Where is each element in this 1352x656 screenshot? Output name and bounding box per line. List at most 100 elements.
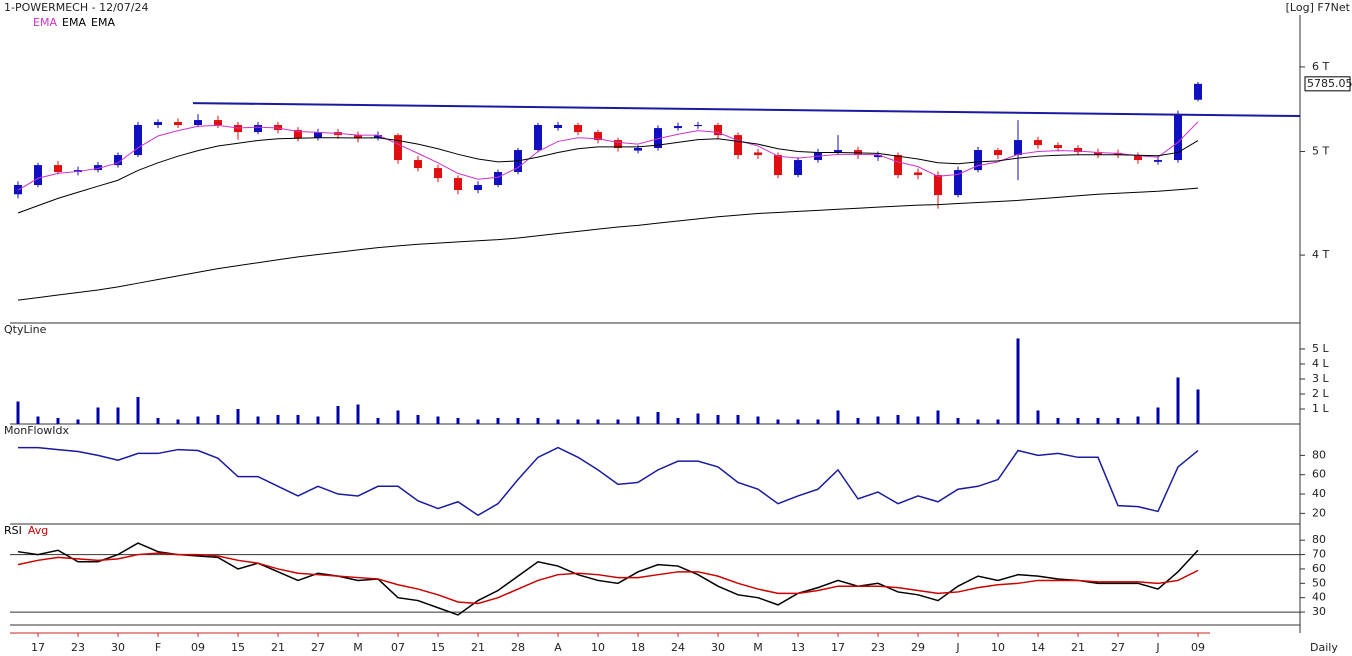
indicator-line bbox=[18, 446, 1199, 517]
volume-bar bbox=[476, 419, 480, 424]
candle-body bbox=[1134, 155, 1142, 161]
candle-body bbox=[1094, 152, 1102, 156]
volume-bar bbox=[736, 414, 740, 424]
candle-body bbox=[374, 135, 382, 139]
volume-bar bbox=[916, 416, 920, 424]
y-tick-label: 50 bbox=[1312, 576, 1326, 589]
candle-body bbox=[414, 160, 422, 169]
ema-line bbox=[17, 121, 1199, 191]
x-tick-label: 23 bbox=[71, 641, 85, 654]
candle-body bbox=[534, 125, 542, 151]
x-tick-label: 23 bbox=[871, 641, 885, 654]
y-tick-label: 30 bbox=[1312, 605, 1326, 618]
candle-body bbox=[1034, 140, 1042, 146]
candle-body bbox=[974, 150, 982, 171]
volume-bar bbox=[1156, 407, 1160, 424]
volume-bar bbox=[116, 407, 120, 424]
candle-body bbox=[214, 120, 222, 126]
x-tick-label: 10 bbox=[991, 641, 1005, 654]
candle-body bbox=[1054, 145, 1062, 149]
volume-bar bbox=[616, 419, 620, 424]
candle-body bbox=[254, 125, 262, 133]
x-tick-label: A bbox=[554, 641, 562, 654]
trendline bbox=[192, 102, 1301, 118]
candle-body bbox=[154, 122, 162, 126]
y-tick-label: 4 T bbox=[1312, 248, 1329, 261]
volume-bar bbox=[436, 416, 440, 424]
candle-body bbox=[234, 125, 242, 133]
y-tick-label: 40 bbox=[1312, 487, 1326, 500]
volume-bar bbox=[656, 411, 660, 424]
volume-bar bbox=[356, 404, 360, 424]
candle-body bbox=[874, 155, 882, 158]
candle-body bbox=[174, 122, 182, 126]
x-tick-label: 29 bbox=[911, 641, 925, 654]
volume-bar bbox=[1136, 416, 1140, 424]
volume-bar bbox=[976, 419, 980, 424]
volume-bar bbox=[796, 419, 800, 424]
panel-title: QtyLine bbox=[4, 323, 47, 336]
volume-bar bbox=[216, 414, 220, 424]
period-label: Daily bbox=[1310, 641, 1338, 654]
volume-bar bbox=[896, 414, 900, 424]
candle-body bbox=[134, 125, 142, 156]
x-tick-label: 07 bbox=[391, 641, 405, 654]
y-tick-label: 40 bbox=[1312, 591, 1326, 604]
legend-label: Avg bbox=[28, 524, 48, 537]
candle-body bbox=[474, 185, 482, 191]
candle-body bbox=[554, 125, 562, 128]
volume-bar bbox=[1056, 417, 1060, 424]
volume-bar bbox=[1096, 417, 1100, 424]
x-tick-label: 10 bbox=[591, 641, 605, 654]
x-tick-label: 21 bbox=[471, 641, 485, 654]
candle-body bbox=[994, 150, 1002, 156]
volume-bar bbox=[1016, 338, 1020, 424]
candle-body bbox=[834, 150, 842, 153]
volume-bar bbox=[496, 417, 500, 424]
volume-bar bbox=[696, 413, 700, 424]
legend-label: EMA bbox=[62, 16, 86, 29]
candle-body bbox=[1014, 140, 1022, 156]
volume-bar bbox=[376, 417, 380, 424]
indicator-line bbox=[17, 552, 1199, 605]
x-tick-label: 17 bbox=[31, 641, 45, 654]
volume-bar bbox=[576, 419, 580, 424]
volume-bar bbox=[636, 416, 640, 424]
y-tick-label: 60 bbox=[1312, 562, 1326, 575]
x-tick-label: 14 bbox=[1031, 641, 1045, 654]
ema-line bbox=[17, 137, 1199, 214]
volume-bar bbox=[396, 410, 400, 424]
volume-bar bbox=[836, 410, 840, 424]
x-tick-label: 24 bbox=[671, 641, 685, 654]
x-tick-label: 30 bbox=[111, 641, 125, 654]
y-tick-label: 80 bbox=[1312, 533, 1326, 546]
volume-bar bbox=[296, 414, 300, 424]
volume-bar bbox=[456, 417, 460, 424]
y-tick-label: 5 T bbox=[1312, 145, 1329, 158]
x-tick-label: M bbox=[353, 641, 363, 654]
candle-body bbox=[654, 128, 662, 149]
volume-bar bbox=[236, 408, 240, 424]
candle-body bbox=[1174, 114, 1182, 161]
candle-body bbox=[694, 125, 702, 127]
candle-body bbox=[894, 155, 902, 176]
candle-body bbox=[794, 160, 802, 176]
x-tick-label: 09 bbox=[1191, 641, 1205, 654]
x-tick-label: 15 bbox=[431, 641, 445, 654]
volume-bar bbox=[276, 414, 280, 424]
candle-body bbox=[34, 165, 42, 186]
x-tick-label: 18 bbox=[631, 641, 645, 654]
x-tick-label: 21 bbox=[271, 641, 285, 654]
candle-body bbox=[774, 155, 782, 176]
volume-bar bbox=[936, 410, 940, 424]
volume-bar bbox=[996, 419, 1000, 424]
x-tick-label: 13 bbox=[791, 641, 805, 654]
volume-bar bbox=[96, 407, 100, 424]
volume-bar bbox=[176, 419, 180, 424]
legend-label: EMA bbox=[33, 16, 57, 29]
volume-bar bbox=[716, 414, 720, 424]
candle-body bbox=[314, 132, 322, 139]
candle-body bbox=[1154, 160, 1162, 162]
candle-body bbox=[54, 165, 62, 173]
